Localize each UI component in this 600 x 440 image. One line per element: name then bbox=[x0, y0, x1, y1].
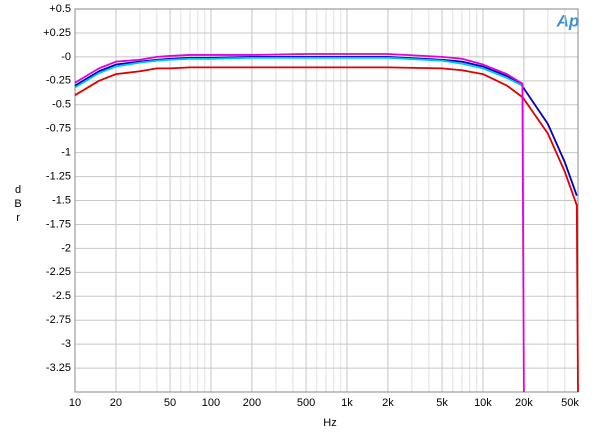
y-tick-label: -1.75 bbox=[46, 218, 71, 230]
data-line bbox=[74, 53, 525, 393]
y-tick-label: -0.75 bbox=[46, 123, 71, 135]
data-line bbox=[74, 56, 525, 89]
y-tick-label: -0 bbox=[61, 51, 71, 63]
y-tick-label: -3 bbox=[61, 338, 71, 350]
x-tick-label: 2k bbox=[382, 397, 394, 409]
y-tick-label: -1.5 bbox=[52, 194, 71, 206]
y-tick-label: -0.5 bbox=[52, 99, 71, 111]
y-tick-label: -2 bbox=[61, 242, 71, 254]
plot-frame bbox=[74, 8, 579, 393]
y-tick-label: -3.25 bbox=[46, 362, 71, 374]
x-tick-label: 100 bbox=[202, 397, 220, 409]
x-tick-label: 1k bbox=[341, 397, 353, 409]
data-line bbox=[74, 66, 579, 393]
x-tick-label: 50k bbox=[561, 397, 579, 409]
x-tick-label: 20k bbox=[515, 397, 533, 409]
x-axis-label: Hz bbox=[323, 417, 336, 429]
logo: Ap bbox=[556, 11, 580, 30]
y-tick-label: -1.25 bbox=[46, 170, 71, 182]
y-tick-label: -2.5 bbox=[52, 290, 71, 302]
y-tick-label: -0.25 bbox=[46, 75, 71, 87]
x-tick-label: 20 bbox=[110, 397, 122, 409]
x-tick-label: 10k bbox=[474, 397, 492, 409]
x-tick-label: 50 bbox=[164, 397, 176, 409]
y-tick-label: +0.25 bbox=[43, 27, 71, 39]
y-tick-label: -1 bbox=[61, 147, 71, 159]
x-tick-label: 5k bbox=[436, 397, 448, 409]
y-tick-label: -2.25 bbox=[46, 266, 71, 278]
x-tick-label: 10 bbox=[69, 397, 81, 409]
y-tick-label: +0.5 bbox=[49, 3, 71, 15]
y-axis-label: dBr bbox=[12, 184, 24, 226]
x-tick-label: 500 bbox=[297, 397, 315, 409]
x-tick-label: 200 bbox=[243, 397, 261, 409]
y-tick-label: -2.75 bbox=[46, 314, 71, 326]
